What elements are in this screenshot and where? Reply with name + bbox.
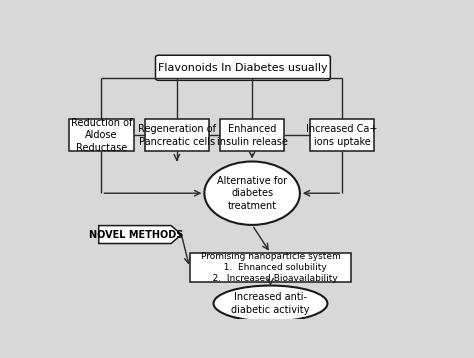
Bar (310, 120, 374, 151)
Text: NOVEL METHODS: NOVEL METHODS (89, 229, 183, 240)
Text: Reduction of
Aldose
Reductase: Reduction of Aldose Reductase (71, 118, 132, 153)
Ellipse shape (213, 286, 328, 321)
Text: Flavonoids In Diabetes usually: Flavonoids In Diabetes usually (158, 63, 328, 73)
Bar (69, 120, 134, 151)
Text: Enhanced
insulin release: Enhanced insulin release (217, 124, 288, 146)
Polygon shape (99, 226, 182, 243)
Text: Increased Ca+
ions uptake: Increased Ca+ ions uptake (306, 124, 378, 146)
Text: Increased anti-
diabetic activity: Increased anti- diabetic activity (231, 292, 310, 315)
Ellipse shape (204, 161, 300, 225)
Bar (190, 253, 351, 282)
Text: Alternative for
diabetes
treatment: Alternative for diabetes treatment (217, 176, 287, 211)
Text: Promising nanoparticle system
   1.  Ehnanced solubility
   2.  Increased Bioava: Promising nanoparticle system 1. Ehnance… (201, 252, 340, 283)
FancyBboxPatch shape (155, 55, 330, 80)
Bar (220, 120, 284, 151)
Text: Regeneration of
Pancreatic cells: Regeneration of Pancreatic cells (138, 124, 216, 146)
Bar (145, 120, 209, 151)
